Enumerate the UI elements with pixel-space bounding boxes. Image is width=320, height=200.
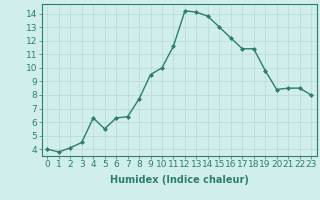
X-axis label: Humidex (Indice chaleur): Humidex (Indice chaleur)	[110, 175, 249, 185]
